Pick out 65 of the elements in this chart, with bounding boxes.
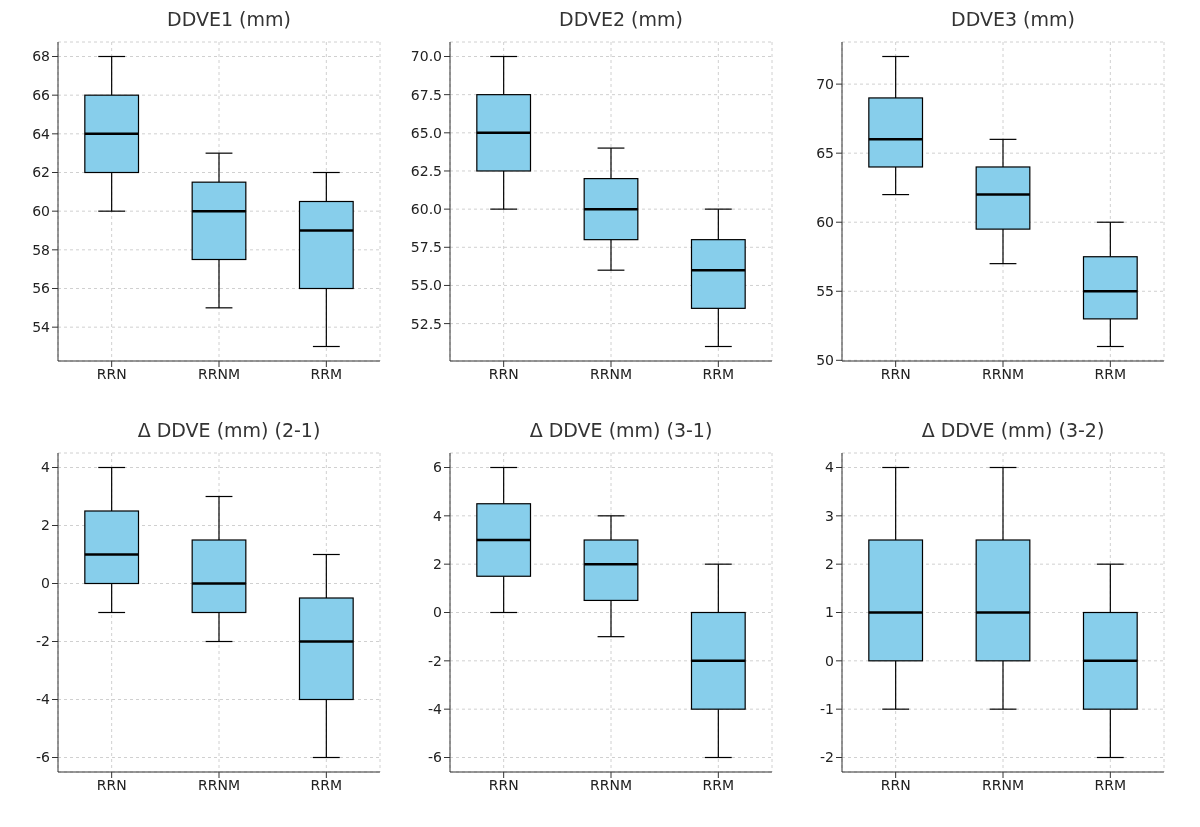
y-tick-label: -4	[428, 701, 443, 718]
chart-title: Δ DDVE (mm) (3-2)	[921, 419, 1105, 443]
x-tick-label: RRM	[310, 365, 343, 382]
x-tick-label: RRNM	[981, 365, 1025, 382]
chart-title: DDVE1 (mm)	[167, 8, 291, 32]
x-tick-label: RRM	[1094, 776, 1127, 793]
x-tick-label: RRN	[880, 776, 911, 793]
y-tick-label: 60.0	[410, 201, 442, 218]
y-tick-label: 58	[32, 241, 50, 258]
x-tick-label: RRNM	[197, 776, 241, 793]
y-tick-label: 56	[32, 280, 51, 297]
y-tick-label: 0	[41, 575, 50, 592]
y-tick-label: 60	[816, 214, 834, 231]
y-tick-label: 4	[825, 459, 835, 476]
y-tick-label: 60	[32, 203, 50, 220]
y-tick-label: 70	[816, 76, 834, 93]
y-tick-label: -2	[820, 749, 834, 766]
x-tick-label: RRN	[96, 776, 127, 793]
chart-title: Δ DDVE (mm) (3-1)	[529, 419, 713, 443]
y-tick-label: 3	[825, 507, 834, 524]
y-tick-label: 2	[41, 517, 50, 534]
y-tick-label: 67.5	[410, 86, 442, 103]
x-tick-label: RRM	[1094, 365, 1127, 382]
y-tick-label: 62	[32, 164, 50, 181]
y-tick-label: 6	[433, 459, 443, 476]
chart-title: DDVE2 (mm)	[559, 8, 683, 32]
x-tick-label: RRN	[488, 365, 519, 382]
y-tick-label: 70.0	[410, 48, 442, 65]
x-tick-label: RRM	[702, 776, 735, 793]
y-tick-label: 66	[32, 87, 51, 104]
y-tick-label: 0	[433, 604, 442, 621]
y-tick-label: -2	[36, 633, 50, 650]
y-tick-label: 4	[433, 507, 443, 524]
x-tick-label: RRNM	[197, 365, 241, 382]
y-tick-label: 55.0	[410, 277, 442, 294]
y-tick-label: 68	[32, 48, 50, 65]
y-tick-label: -2	[428, 652, 442, 669]
y-tick-label: 62.5	[410, 162, 442, 179]
x-tick-label: RRM	[702, 365, 735, 382]
x-tick-label: RRN	[880, 365, 911, 382]
y-tick-label: -6	[428, 749, 443, 766]
y-tick-label: -1	[820, 701, 834, 718]
y-tick-label: 55	[816, 283, 834, 300]
x-tick-label: RRNM	[981, 776, 1025, 793]
y-tick-label: 52.5	[410, 315, 442, 332]
y-tick-label: 65	[816, 145, 834, 162]
chart-title: Δ DDVE (mm) (2-1)	[137, 419, 321, 443]
chart-title: DDVE3 (mm)	[951, 8, 1075, 32]
y-tick-label: 54	[32, 319, 51, 336]
x-tick-label: RRNM	[589, 776, 633, 793]
x-tick-label: RRM	[310, 776, 343, 793]
y-tick-label: -6	[36, 749, 51, 766]
y-tick-label: 50	[816, 352, 834, 369]
y-tick-label: -4	[36, 691, 51, 708]
x-tick-label: RRN	[488, 776, 519, 793]
y-tick-label: 1	[825, 604, 834, 621]
y-tick-label: 0	[825, 652, 834, 669]
y-tick-label: 4	[41, 459, 51, 476]
y-tick-label: 57.5	[410, 239, 442, 256]
y-tick-label: 64	[32, 125, 51, 142]
x-tick-label: RRNM	[589, 365, 633, 382]
y-tick-label: 65.0	[410, 124, 442, 141]
y-tick-label: 2	[825, 556, 834, 573]
x-tick-label: RRN	[96, 365, 127, 382]
y-tick-label: 2	[433, 556, 442, 573]
